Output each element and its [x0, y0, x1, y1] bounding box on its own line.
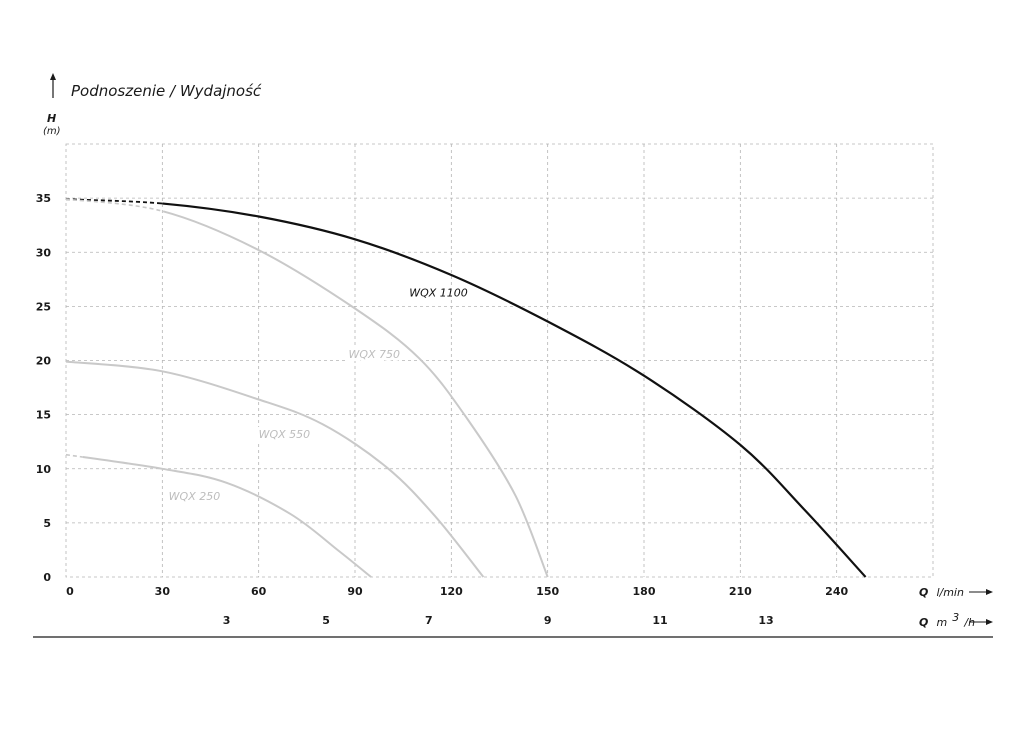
x-tick-label: 0 [66, 585, 74, 598]
series-dashed-start-wqx-750 [65, 198, 549, 578]
y-tick-labels: 0 5 10 15 20 25 30 35 [36, 192, 52, 584]
up-arrow-icon [50, 73, 56, 98]
x-tick-label: 30 [155, 585, 171, 598]
chart-title: Podnoszenie / Wydajność [71, 82, 262, 100]
y-axis-unit: (m) [43, 126, 61, 137]
series-curve-wqx-250 [65, 453, 372, 578]
x-tick-label: 150 [536, 585, 559, 598]
x-axis-label: Q l/min [919, 581, 964, 600]
series-dashed-start-wqx-250 [65, 453, 372, 578]
series-labels: WQX 1100 WQX 750 WQX 550 WQX 250 [166, 283, 471, 506]
series-label-wqx-550: WQX 550 [259, 428, 311, 441]
x-tick-label: 180 [633, 585, 656, 598]
series-label-wqx-1100: WQX 1100 [409, 286, 468, 299]
series-curve-wqx-1100 [65, 198, 867, 578]
series-dashed-start-wqx-1100 [65, 198, 867, 578]
series-curve-wqx-550 [65, 360, 485, 578]
x-tick-label: 120 [440, 585, 463, 598]
x2-tick-label: 7 [425, 614, 433, 627]
x-tick-labels: 0 30 60 90 120 150 180 210 240 [66, 585, 848, 598]
x2-tick-labels: 3 5 7 9 11 13 [223, 614, 774, 627]
x2-tick-label: 11 [652, 614, 667, 627]
series-label-wqx-750: WQX 750 [348, 348, 400, 361]
x2-tick-label: 5 [322, 614, 330, 627]
grid [65, 143, 934, 578]
y-tick-label: 30 [36, 246, 52, 259]
x-tick-label: 240 [825, 585, 848, 598]
x-tick-label: 90 [347, 585, 363, 598]
x2-tick-label: 9 [544, 614, 552, 627]
y-tick-label: 15 [36, 409, 51, 422]
series-label-wqx-250: WQX 250 [169, 490, 221, 503]
x2-tick-label: 3 [223, 614, 231, 627]
y-tick-label: 35 [36, 192, 51, 205]
x2-axis-label: Q m 3 /h [919, 606, 975, 630]
y-tick-label: 20 [36, 355, 52, 368]
x-axis-arrow-icon [969, 589, 993, 595]
series-curve-wqx-750 [65, 198, 549, 578]
y-axis-label: H [47, 112, 56, 125]
y-tick-label: 5 [43, 517, 51, 530]
x-tick-label: 210 [729, 585, 752, 598]
x2-axis-arrow-icon [969, 619, 993, 625]
series-curves [65, 198, 867, 578]
y-tick-label: 0 [43, 571, 51, 584]
y-tick-label: 10 [36, 463, 52, 476]
x2-tick-label: 13 [758, 614, 773, 627]
x-tick-label: 60 [251, 585, 267, 598]
y-tick-label: 25 [36, 300, 51, 313]
